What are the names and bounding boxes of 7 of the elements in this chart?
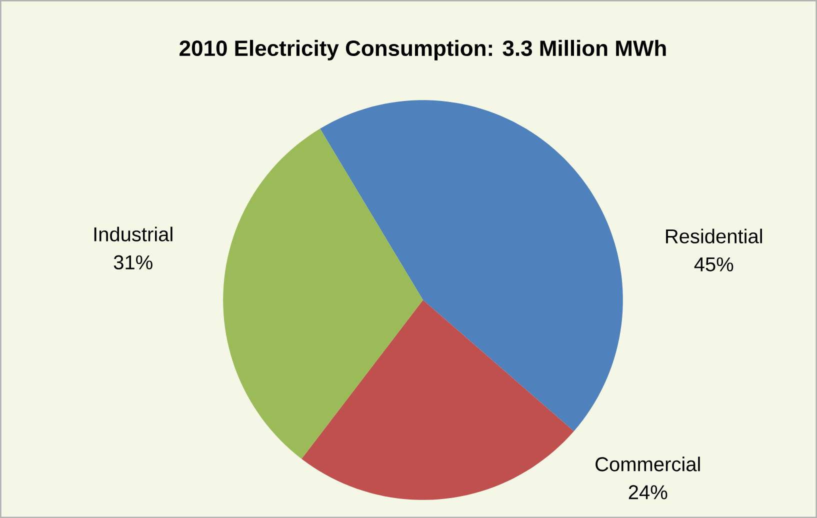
slice-label: Commercial: [596, 456, 700, 472]
data-label: 24%: [628, 485, 668, 500]
slice-label: Residential: [666, 228, 762, 244]
chart-title: 2010 Electricity Consumption: 3.3 Million MWh: [180, 40, 666, 60]
data-label: 45%: [694, 257, 734, 272]
slice-label: Industrial: [94, 226, 172, 242]
data-label: 31%: [114, 255, 152, 270]
